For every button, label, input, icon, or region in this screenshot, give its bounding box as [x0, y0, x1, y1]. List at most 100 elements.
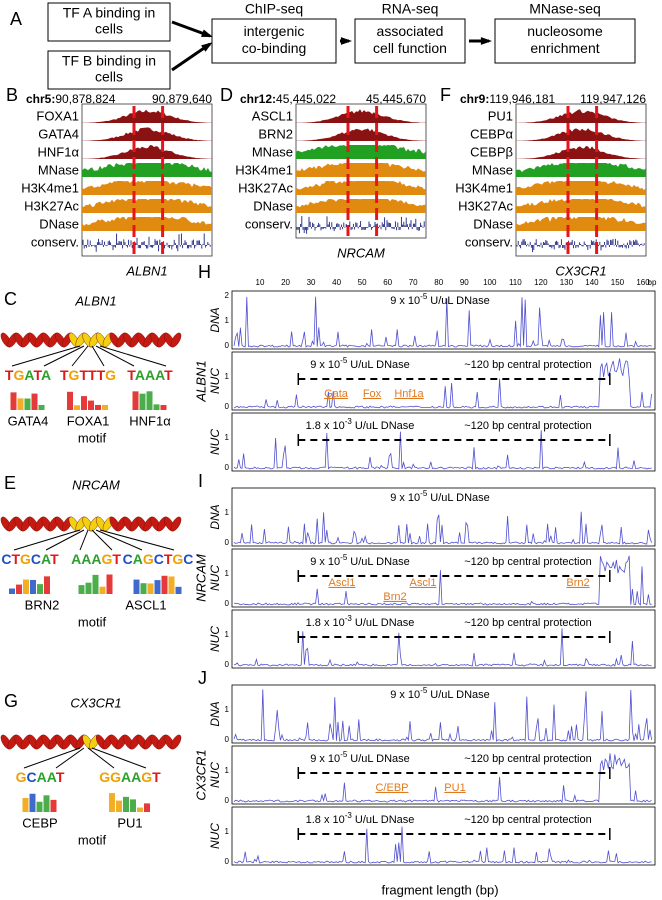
x-tick-label: 80 [434, 278, 443, 287]
dose-unit: U/uL DNase [355, 617, 415, 629]
dose: 9 x 10-5 U/uL DNase [390, 686, 490, 701]
logo-letter [139, 393, 146, 410]
binding-site: Gata [324, 388, 349, 400]
track-signal [82, 109, 212, 123]
coverage-trace [233, 358, 652, 409]
connector [13, 529, 81, 551]
row-frame [231, 684, 656, 744]
text-line: cells [95, 21, 123, 37]
track-name: conserv. [245, 216, 293, 231]
x-tick-label: 160 [636, 278, 650, 287]
track-signal [516, 109, 646, 123]
sequence: CAGCTGC [123, 551, 194, 567]
logo-letter [38, 404, 45, 410]
base: C [27, 769, 37, 785]
logo-letter [22, 797, 29, 812]
motif-caption: motif [78, 430, 107, 445]
protection-note: ~120 bp central protection [464, 420, 592, 432]
protection-note: ~120 bp central protection [464, 753, 592, 765]
panel-label: F [440, 85, 451, 105]
y-tick-label: 0 [225, 796, 230, 805]
gene-name: CX3CR1 [555, 263, 606, 278]
connector [91, 345, 105, 367]
logo-letter [43, 795, 50, 812]
row-frame [231, 487, 656, 547]
chromosome: chr9: [460, 92, 489, 106]
text-line: TF A binding in [63, 5, 156, 21]
dose-mantissa: 9 x 10 [390, 295, 420, 307]
base: A [47, 769, 57, 785]
end-coordinate: 119,947,126 [580, 92, 646, 106]
connector [99, 345, 167, 367]
coverage-trace [233, 555, 652, 606]
x-tick-label: 60 [383, 278, 392, 287]
gene-name: NRCAM [193, 554, 208, 602]
dose-mantissa: 9 x 10 [390, 689, 420, 701]
coordinates: chr12:45,445,022 [240, 92, 336, 106]
text-line: TF B binding in [62, 53, 156, 69]
row-frame [231, 412, 656, 472]
track-signal [516, 199, 646, 213]
track-signal [516, 163, 646, 177]
connector [23, 747, 81, 769]
logo-letter [16, 584, 22, 594]
arrow-head [340, 37, 352, 45]
track-name: MNase [38, 162, 79, 177]
dose-unit: U/uL DNase [355, 420, 415, 432]
base: G [172, 551, 183, 567]
helix-unit [170, 516, 182, 532]
dose-exponent: -3 [345, 614, 353, 623]
track-name: BRN2 [258, 126, 293, 141]
logo-letter [130, 799, 136, 812]
arrow-head [201, 29, 213, 38]
x-unit: bp [648, 278, 657, 287]
dose-unit: U/uL DNase [430, 295, 490, 307]
track-signal [82, 181, 212, 195]
logo-letter [29, 793, 36, 812]
base: G [141, 769, 152, 785]
dose: 9 x 10-5 U/uL DNase [310, 356, 410, 371]
track-name: PU1 [488, 108, 513, 123]
y-tick-label: 0 [225, 402, 230, 411]
dose-exponent: -3 [345, 811, 353, 820]
step-box [211, 18, 337, 64]
x-tick-label: 100 [483, 278, 497, 287]
row-label: NUC [208, 368, 222, 394]
dose-mantissa: 9 x 10 [310, 753, 340, 765]
gene-name: NRCAM [72, 477, 120, 492]
connector [91, 747, 147, 769]
logo-letter [92, 574, 99, 594]
row-frame [231, 745, 656, 805]
coordinates: chr5:90,878,824 [26, 92, 116, 106]
base: G [69, 367, 80, 383]
row-frame [231, 351, 656, 411]
coverage-trace [233, 296, 652, 348]
factor-name: ASCL1 [125, 597, 166, 612]
logo-letter [30, 579, 36, 594]
protection-note: ~120 bp central protection [464, 617, 592, 629]
logo-letter [99, 586, 106, 594]
arrow-head [201, 42, 213, 52]
base: G [16, 769, 27, 785]
logo-letter [37, 584, 43, 594]
x-axis-title: fragment length (bp) [381, 882, 498, 897]
x-tick-label: 140 [585, 278, 599, 287]
logo-letter [23, 579, 29, 594]
binding-site: Fox [363, 388, 382, 400]
y-tick-label: 0 [225, 735, 230, 744]
text-line: associated [377, 23, 444, 39]
logo-letter [31, 393, 38, 410]
dose-exponent: -5 [420, 489, 428, 498]
base: G [105, 367, 116, 383]
connector [91, 529, 113, 551]
base: A [133, 551, 143, 567]
x-tick-label: 150 [611, 278, 625, 287]
track-name: H3K27Ac [238, 180, 293, 195]
start-coordinate: 45,445,022 [276, 92, 336, 106]
logo-letter [161, 575, 168, 594]
track-signal [82, 145, 212, 159]
dose-exponent: -5 [340, 553, 348, 562]
step-title: RNA-seq [382, 1, 439, 17]
sequence: GGAAGT [99, 769, 161, 785]
track-name: H3K4me1 [455, 180, 513, 195]
